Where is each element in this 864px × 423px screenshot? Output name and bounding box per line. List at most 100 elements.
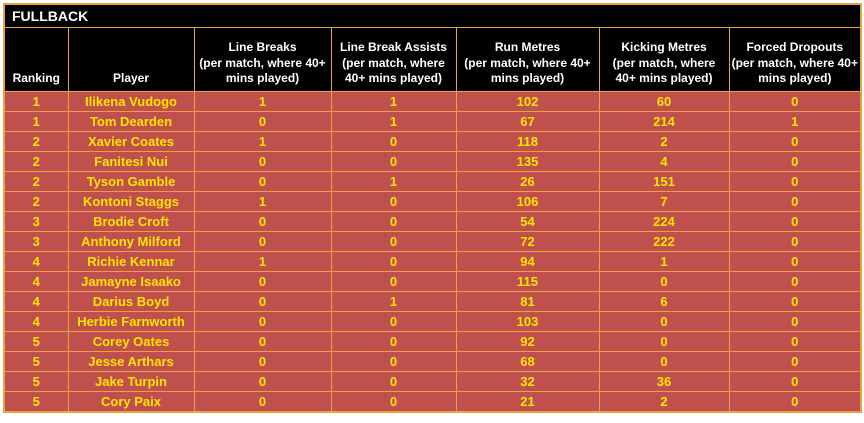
cell-run-metres: 102 — [455, 91, 600, 112]
cell-line-break-assists: 0 — [330, 331, 457, 352]
column-header-subtitle: (per match, where 40+ mins played) — [342, 55, 445, 86]
cell-ranking: 4 — [3, 311, 69, 332]
cell-player: Kontoni Staggs — [67, 191, 195, 212]
cell-ranking: 5 — [3, 331, 69, 352]
cell-line-breaks: 1 — [193, 191, 332, 212]
cell-run-metres: 94 — [455, 251, 600, 272]
cell-ranking: 4 — [3, 271, 69, 292]
fullback-stats-table: FULLBACK Ranking Player Line Breaks (per ma… — [3, 3, 863, 413]
cell-line-break-assists: 0 — [330, 391, 457, 413]
column-header-subtitle: (per match, where 40+ mins played) — [464, 55, 591, 86]
table-row: 4 Jamayne Isaako 0 0 115 0 0 — [3, 271, 862, 292]
cell-player: Jamayne Isaako — [67, 271, 195, 292]
cell-line-breaks: 0 — [193, 151, 332, 172]
stats-table-container: FULLBACK Ranking Player Line Breaks (per ma… — [3, 3, 863, 413]
cell-run-metres: 26 — [455, 171, 600, 192]
cell-line-break-assists: 0 — [330, 131, 457, 152]
cell-line-break-assists: 0 — [330, 371, 457, 392]
cell-kicking-metres: 214 — [598, 111, 730, 132]
cell-player: Anthony Milford — [67, 231, 195, 252]
cell-ranking: 2 — [3, 151, 69, 172]
cell-forced-dropouts: 0 — [728, 311, 862, 332]
cell-ranking: 1 — [3, 91, 69, 112]
cell-line-breaks: 0 — [193, 391, 332, 413]
column-header-label: Line Breaks — [228, 40, 297, 55]
column-header-label: Line Break Assists — [340, 40, 447, 55]
cell-kicking-metres: 222 — [598, 231, 730, 252]
cell-line-break-assists: 0 — [330, 311, 457, 332]
table-row: 2 Tyson Gamble 0 1 26 151 0 — [3, 171, 862, 192]
cell-player: Tyson Gamble — [67, 171, 195, 192]
column-header-subtitle: (per match, where 40+ mins played) — [731, 55, 858, 86]
column-header-row: Ranking Player Line Breaks (per match, wher… — [3, 27, 862, 92]
cell-line-breaks: 0 — [193, 351, 332, 372]
cell-line-break-assists: 1 — [330, 91, 457, 112]
cell-kicking-metres: 0 — [598, 311, 730, 332]
cell-line-breaks: 0 — [193, 111, 332, 132]
cell-line-break-assists: 1 — [330, 171, 457, 192]
cell-player: Jesse Arthars — [67, 351, 195, 372]
cell-line-break-assists: 0 — [330, 191, 457, 212]
cell-forced-dropouts: 0 — [728, 391, 862, 413]
table-row: 2 Kontoni Staggs 1 0 106 7 0 — [3, 191, 862, 212]
cell-line-breaks: 0 — [193, 291, 332, 312]
cell-player: Cory Paix — [67, 391, 195, 413]
table-row: 4 Darius Boyd 0 1 81 6 0 — [3, 291, 862, 312]
cell-line-break-assists: 1 — [330, 111, 457, 132]
cell-run-metres: 21 — [455, 391, 600, 413]
cell-ranking: 3 — [3, 231, 69, 252]
table-row: 3 Brodie Croft 0 0 54 224 0 — [3, 211, 862, 232]
table-row: 5 Cory Paix 0 0 21 2 0 — [3, 391, 862, 413]
cell-forced-dropouts: 0 — [728, 171, 862, 192]
cell-line-break-assists: 0 — [330, 251, 457, 272]
cell-line-break-assists: 0 — [330, 271, 457, 292]
table-row: 1 Tom Dearden 0 1 67 214 1 — [3, 111, 862, 132]
cell-ranking: 1 — [3, 111, 69, 132]
cell-line-break-assists: 0 — [330, 231, 457, 252]
cell-forced-dropouts: 0 — [728, 91, 862, 112]
table-row: 4 Richie Kennar 1 0 94 1 0 — [3, 251, 862, 272]
column-header-line-break-assists: Line Break Assists (per match, where 40+ … — [330, 27, 457, 92]
cell-kicking-metres: 0 — [598, 331, 730, 352]
cell-line-break-assists: 0 — [330, 351, 457, 372]
cell-line-breaks: 0 — [193, 331, 332, 352]
column-header-label: Player — [112, 71, 150, 86]
cell-line-breaks: 1 — [193, 131, 332, 152]
cell-kicking-metres: 0 — [598, 271, 730, 292]
column-header-label: Forced Dropouts — [746, 40, 844, 55]
cell-kicking-metres: 224 — [598, 211, 730, 232]
column-header-kicking-metres: Kicking Metres (per match, where 40+ mins… — [598, 27, 730, 92]
cell-forced-dropouts: 0 — [728, 251, 862, 272]
cell-ranking: 2 — [3, 191, 69, 212]
cell-forced-dropouts: 1 — [728, 111, 862, 132]
cell-run-metres: 72 — [455, 231, 600, 252]
column-header-player: Player — [67, 27, 195, 92]
cell-line-breaks: 0 — [193, 311, 332, 332]
cell-forced-dropouts: 0 — [728, 211, 862, 232]
cell-run-metres: 32 — [455, 371, 600, 392]
cell-run-metres: 68 — [455, 351, 600, 372]
column-header-forced-dropouts: Forced Dropouts (per match, where 40+ min… — [728, 27, 862, 92]
cell-kicking-metres: 36 — [598, 371, 730, 392]
title-row: FULLBACK — [3, 3, 862, 28]
cell-line-breaks: 0 — [193, 171, 332, 192]
cell-forced-dropouts: 0 — [728, 371, 862, 392]
cell-run-metres: 118 — [455, 131, 600, 152]
cell-line-breaks: 1 — [193, 91, 332, 112]
cell-run-metres: 54 — [455, 211, 600, 232]
cell-line-break-assists: 0 — [330, 211, 457, 232]
cell-line-break-assists: 1 — [330, 291, 457, 312]
cell-line-breaks: 0 — [193, 271, 332, 292]
cell-kicking-metres: 6 — [598, 291, 730, 312]
cell-ranking: 5 — [3, 351, 69, 372]
cell-player: Brodie Croft — [67, 211, 195, 232]
cell-run-metres: 81 — [455, 291, 600, 312]
cell-forced-dropouts: 0 — [728, 291, 862, 312]
cell-line-breaks: 0 — [193, 371, 332, 392]
cell-forced-dropouts: 0 — [728, 331, 862, 352]
cell-forced-dropouts: 0 — [728, 191, 862, 212]
cell-player: Herbie Farnworth — [67, 311, 195, 332]
cell-player: Tom Dearden — [67, 111, 195, 132]
cell-run-metres: 92 — [455, 331, 600, 352]
cell-player: Richie Kennar — [67, 251, 195, 272]
